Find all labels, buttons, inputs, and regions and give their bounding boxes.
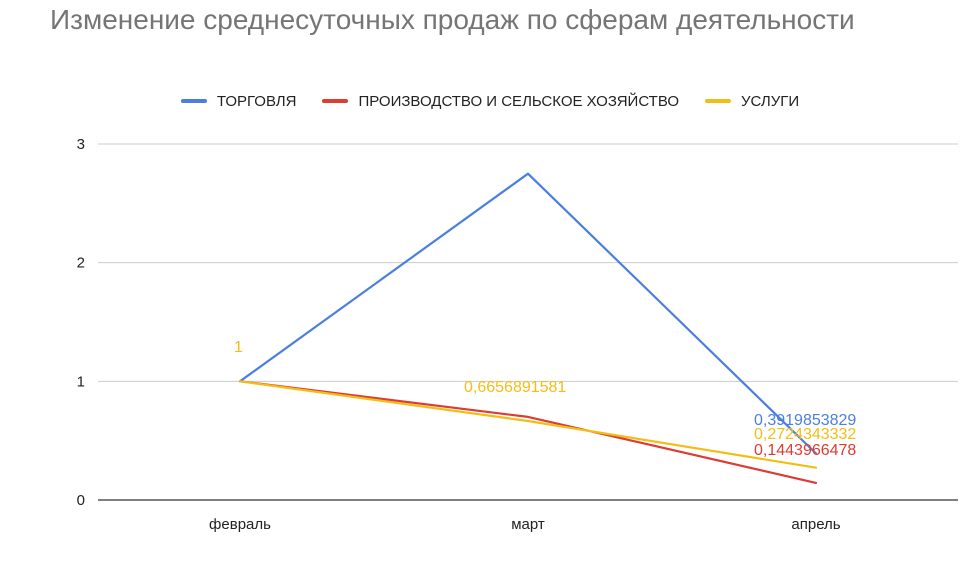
y-tick-label: 1 [77, 373, 85, 390]
data-label: 1 [234, 339, 243, 356]
y-tick-label: 3 [77, 136, 85, 153]
legend-label-trade: ТОРГОВЛЯ [216, 92, 297, 110]
chart-title: Изменение среднесуточных продаж по сфера… [50, 4, 855, 35]
x-tick-label: апрель [791, 516, 840, 533]
series-line-services [238, 380, 818, 469]
x-tick-label: март [511, 516, 545, 533]
data-label: 0,3919853829 [754, 412, 856, 429]
data-label: 0,1443966478 [754, 442, 856, 459]
chart-legend: ТОРГОВЛЯ ПРОИЗВОДСТВО И СЕЛЬСКОЕ ХОЗЯЙСТ… [0, 90, 980, 112]
legend-item-trade: ТОРГОВЛЯ [180, 92, 297, 110]
data-label: 0,6656891581 [464, 379, 566, 396]
y-tick-label: 0 [77, 492, 85, 509]
legend-swatch-production [322, 99, 349, 103]
series-line-trade [238, 172, 818, 455]
legend-label-production: ПРОИЗВОДСТВО И СЕЛЬСКОЕ ХОЗЯЙСТВО [358, 92, 680, 110]
y-tick-label: 2 [77, 255, 85, 272]
legend-item-production: ПРОИЗВОДСТВО И СЕЛЬСКОЕ ХОЗЯЙСТВО [322, 93, 679, 110]
legend-swatch-services [705, 99, 732, 103]
series-line-production [238, 380, 818, 484]
legend-item-services: УСЛУГИ [705, 93, 799, 110]
legend-swatch-trade [180, 99, 207, 103]
legend-label-services: УСЛУГИ [741, 92, 800, 110]
data-label: 0,2724343332 [754, 426, 856, 443]
x-tick-label: февраль [209, 516, 271, 533]
